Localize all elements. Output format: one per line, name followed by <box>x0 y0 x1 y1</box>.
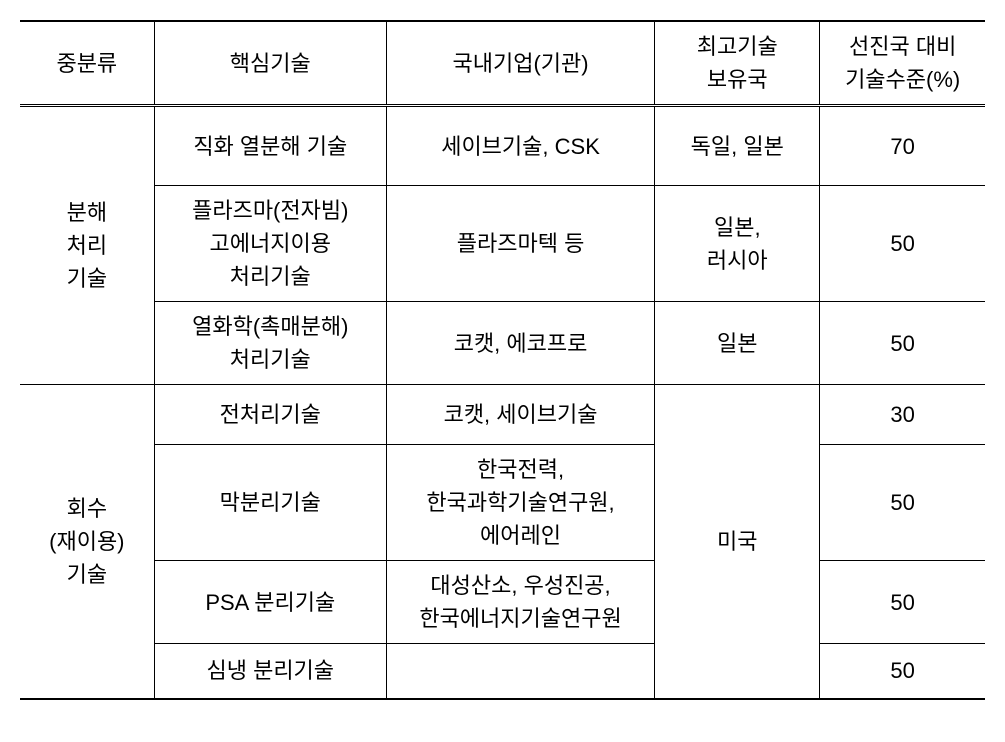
company-cell: 대성산소, 우성진공, 한국에너지기술연구원 <box>386 561 654 644</box>
table-row: 막분리기술 한국전력, 한국과학기술연구원, 에어레인 50 <box>20 445 985 561</box>
level-cell: 70 <box>820 106 985 186</box>
tech-cell: 전처리기술 <box>154 385 386 445</box>
company-cell: 세이브기술, CSK <box>386 106 654 186</box>
company-cell: 플라즈마텍 등 <box>386 186 654 302</box>
header-tech: 핵심기술 <box>154 21 386 106</box>
category-cell: 회수 (재이용) 기술 <box>20 385 154 699</box>
table-row: 심냉 분리기술 50 <box>20 644 985 699</box>
header-category: 중분류 <box>20 21 154 106</box>
country-cell: 일본, 러시아 <box>655 186 820 302</box>
table-row: 열화학(촉매분해) 처리기술 코캣, 에코프로 일본 50 <box>20 302 985 385</box>
tech-cell: 심냉 분리기술 <box>154 644 386 699</box>
company-cell: 한국전력, 한국과학기술연구원, 에어레인 <box>386 445 654 561</box>
level-cell: 50 <box>820 561 985 644</box>
level-cell: 30 <box>820 385 985 445</box>
tech-cell: PSA 분리기술 <box>154 561 386 644</box>
level-cell: 50 <box>820 186 985 302</box>
company-cell: 코캣, 에코프로 <box>386 302 654 385</box>
level-cell: 50 <box>820 302 985 385</box>
company-cell: 코캣, 세이브기술 <box>386 385 654 445</box>
tech-cell: 열화학(촉매분해) 처리기술 <box>154 302 386 385</box>
tech-cell: 직화 열분해 기술 <box>154 106 386 186</box>
country-cell: 일본 <box>655 302 820 385</box>
technology-table: 중분류 핵심기술 국내기업(기관) 최고기술 보유국 선진국 대비 기술수준(%… <box>20 20 985 700</box>
level-cell: 50 <box>820 445 985 561</box>
header-company: 국내기업(기관) <box>386 21 654 106</box>
header-country: 최고기술 보유국 <box>655 21 820 106</box>
table-row: 회수 (재이용) 기술 전처리기술 코캣, 세이브기술 미국 30 <box>20 385 985 445</box>
table-row: PSA 분리기술 대성산소, 우성진공, 한국에너지기술연구원 50 <box>20 561 985 644</box>
table-header-row: 중분류 핵심기술 국내기업(기관) 최고기술 보유국 선진국 대비 기술수준(%… <box>20 21 985 106</box>
category-cell: 분해 처리 기술 <box>20 106 154 385</box>
level-cell: 50 <box>820 644 985 699</box>
table-row: 분해 처리 기술 직화 열분해 기술 세이브기술, CSK 독일, 일본 70 <box>20 106 985 186</box>
table-body: 분해 처리 기술 직화 열분해 기술 세이브기술, CSK 독일, 일본 70 … <box>20 106 985 699</box>
country-cell: 미국 <box>655 385 820 699</box>
header-level: 선진국 대비 기술수준(%) <box>820 21 985 106</box>
country-cell: 독일, 일본 <box>655 106 820 186</box>
table-row: 플라즈마(전자빔) 고에너지이용 처리기술 플라즈마텍 등 일본, 러시아 50 <box>20 186 985 302</box>
tech-cell: 플라즈마(전자빔) 고에너지이용 처리기술 <box>154 186 386 302</box>
company-cell <box>386 644 654 699</box>
tech-cell: 막분리기술 <box>154 445 386 561</box>
